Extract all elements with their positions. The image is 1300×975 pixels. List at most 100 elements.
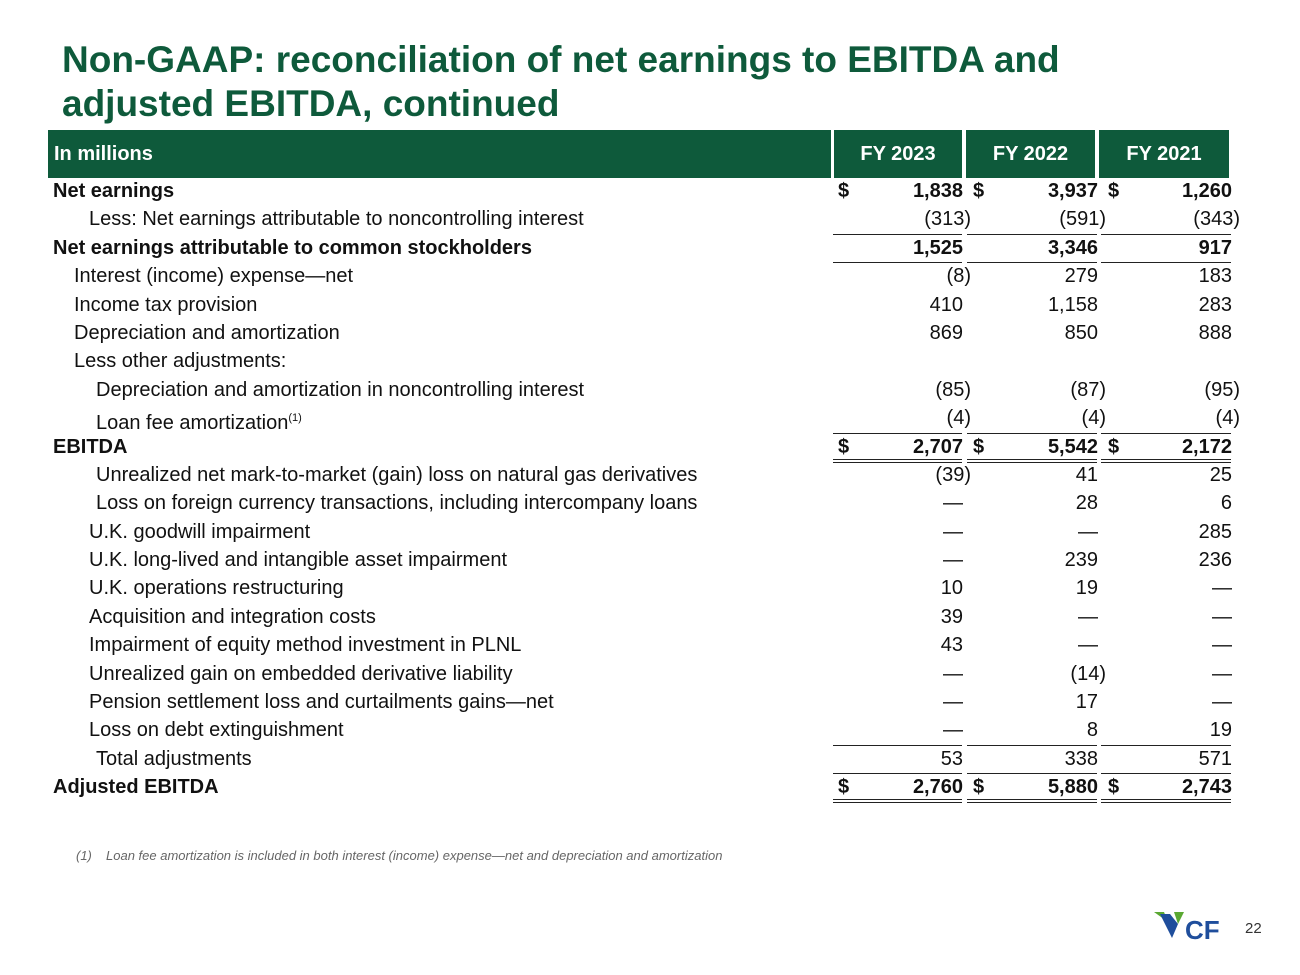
row-label: Impairment of equity method investment i… xyxy=(89,634,522,657)
row-label: Total adjustments xyxy=(96,747,252,770)
cell-value: (8) xyxy=(946,265,971,288)
slide-title: Non-GAAP: reconciliation of net earnings… xyxy=(62,39,1060,124)
cell-value: 1,838 xyxy=(912,180,963,202)
cell-value: — xyxy=(943,492,963,515)
subtotal-rule xyxy=(1101,233,1231,235)
subtotal-rule xyxy=(833,773,962,775)
cell-value: 1,525 xyxy=(912,236,963,259)
cell-value: 2,760 xyxy=(912,776,963,799)
total-double-rule xyxy=(1101,799,1231,804)
table-row: Acquisition and integration costs 39 — — xyxy=(0,603,1300,631)
footnote-ref: (1) xyxy=(288,412,302,425)
currency-symbol: $ xyxy=(973,776,985,799)
total-double-rule xyxy=(833,458,962,463)
subtotal-rule xyxy=(967,432,1097,434)
subtotal-rule xyxy=(967,233,1097,235)
currency-symbol: $ xyxy=(1108,435,1120,458)
cell-value: 3,346 xyxy=(1047,236,1098,259)
cell-value: 279 xyxy=(1064,265,1098,288)
cell-value: — xyxy=(943,719,963,742)
row-label: Less: Net earnings attributable to nonco… xyxy=(89,208,584,231)
cell-value: 8 xyxy=(1086,719,1098,742)
currency-symbol: $ xyxy=(838,776,850,799)
cell-value: 1,158 xyxy=(1047,293,1098,316)
cell-value: 571 xyxy=(1198,747,1232,770)
row-label: Net earnings xyxy=(53,180,175,202)
table-row: Less other adjustments: xyxy=(0,347,1300,375)
table-header: In millions FY 2023 FY 2022 FY 2021 xyxy=(48,130,1229,178)
table-row: U.K. goodwill impairment — — 285 xyxy=(0,518,1300,546)
cell-value: — xyxy=(1212,634,1232,657)
subtotal-rule xyxy=(967,773,1097,775)
subtotal-rule xyxy=(833,262,962,264)
table-row: Net earnings attributable to common stoc… xyxy=(0,233,1300,262)
cell-value: — xyxy=(943,691,963,714)
cell-value: (85) xyxy=(935,378,971,401)
cell-value: 338 xyxy=(1064,747,1098,770)
total-double-rule xyxy=(833,799,962,804)
row-label: Interest (income) expense—net xyxy=(74,265,354,288)
subtotal-rule xyxy=(1101,262,1231,264)
row-label: Acquisition and integration costs xyxy=(89,605,376,628)
row-label: Loss on foreign currency transactions, i… xyxy=(96,492,698,515)
row-label: Less other adjustments: xyxy=(74,350,287,373)
row-label: Unrealized gain on embedded derivative l… xyxy=(89,662,513,685)
header-fy2023: FY 2023 xyxy=(834,130,962,178)
subtotal-rule xyxy=(833,432,962,434)
currency-symbol: $ xyxy=(1108,180,1120,202)
cell-value: (591) xyxy=(1059,208,1106,231)
row-label: Loss on debt extinguishment xyxy=(89,719,344,742)
cell-value: 25 xyxy=(1209,463,1232,486)
subtotal-rule xyxy=(967,262,1097,264)
subtotal-rule xyxy=(1101,744,1231,746)
row-label: Adjusted EBITDA xyxy=(53,776,219,799)
cell-value: (4) xyxy=(1081,407,1106,430)
cell-value: 19 xyxy=(1209,719,1232,742)
cell-value: 283 xyxy=(1198,293,1232,316)
table-row: Depreciation and amortization 869 850 888 xyxy=(0,319,1300,347)
currency-symbol: $ xyxy=(838,435,850,458)
cell-value: 53 xyxy=(940,747,963,770)
cell-value: — xyxy=(943,549,963,572)
cell-value: 10 xyxy=(940,577,963,600)
row-label: U.K. goodwill impairment xyxy=(89,520,311,543)
cell-value: — xyxy=(943,662,963,685)
table-row: Loan fee amortization(1) (4) (4) (4) xyxy=(0,404,1300,434)
cell-value: 2,743 xyxy=(1181,776,1232,799)
table-row: Pension settlement loss and curtailments… xyxy=(0,688,1300,716)
cell-value: 850 xyxy=(1064,321,1098,344)
row-label: Depreciation and amortization in noncont… xyxy=(96,378,585,401)
subtotal-rule xyxy=(967,744,1097,746)
cell-value: 41 xyxy=(1075,463,1098,486)
cell-value: 285 xyxy=(1198,520,1232,543)
cell-value: 183 xyxy=(1198,265,1232,288)
cell-value: — xyxy=(1212,691,1232,714)
footnote-text: Loan fee amortization is included in bot… xyxy=(106,848,723,863)
row-label: Unrealized net mark-to-market (gain) los… xyxy=(96,463,698,486)
cell-value: 236 xyxy=(1198,549,1232,572)
cell-value: 6 xyxy=(1220,492,1232,515)
subtotal-rule xyxy=(833,744,962,746)
table-row: Impairment of equity method investment i… xyxy=(0,631,1300,659)
cell-value: — xyxy=(1212,605,1232,628)
footnote-mark: (1) xyxy=(76,848,92,863)
table-row: U.K. operations restructuring 10 19 — xyxy=(0,574,1300,602)
currency-symbol: $ xyxy=(1108,776,1120,799)
cell-value: (14) xyxy=(1070,662,1106,685)
currency-symbol: $ xyxy=(973,180,985,202)
currency-symbol: $ xyxy=(838,180,850,202)
row-label: Net earnings attributable to common stoc… xyxy=(53,236,532,259)
total-double-rule xyxy=(1101,458,1231,463)
cell-value: 39 xyxy=(940,605,963,628)
cell-value: 1,260 xyxy=(1181,180,1232,202)
table-row: Income tax provision 410 1,158 283 xyxy=(0,291,1300,319)
row-label: U.K. long-lived and intangible asset imp… xyxy=(89,549,507,572)
row-label: Pension settlement loss and curtailments… xyxy=(89,691,554,714)
cell-value: 2,707 xyxy=(912,435,963,458)
cell-value: 17 xyxy=(1075,691,1098,714)
table-row: Unrealized gain on embedded derivative l… xyxy=(0,660,1300,688)
table-row: Adjusted EBITDA $2,760 $5,880 $2,743 xyxy=(0,773,1300,804)
page-number: 22 xyxy=(1245,920,1262,937)
table-row: EBITDA $2,707 $5,542 $2,172 xyxy=(0,432,1300,463)
cell-value: (313) xyxy=(924,208,971,231)
